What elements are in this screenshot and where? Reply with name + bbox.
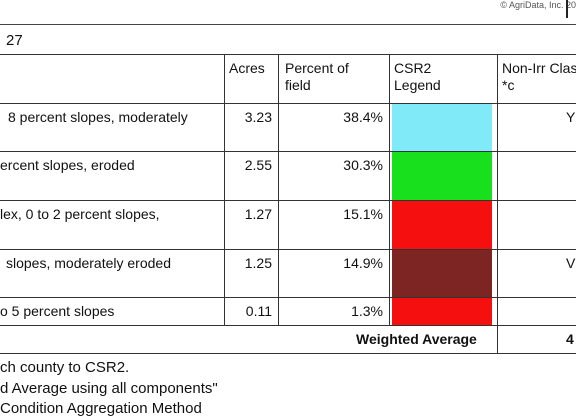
row-description: 8 percent slopes, moderately	[8, 109, 188, 125]
col-header-acres: Acres	[229, 60, 265, 76]
row-description: o 5 percent slopes	[0, 303, 115, 319]
row-acres: 1.27	[244, 206, 272, 222]
csr2-legend-swatch	[392, 298, 492, 325]
copyright-text: © AgriData, Inc. 20	[500, 0, 576, 10]
row-percent: 15.1%	[343, 206, 383, 222]
footnote-line: Condition Aggregation Method	[0, 400, 202, 417]
row-percent: 38.4%	[343, 109, 383, 125]
row-acres: 2.55	[244, 157, 272, 173]
weighted-average-label: Weighted Average	[356, 331, 477, 347]
col-header-percent-line1: Percent of	[285, 60, 349, 76]
csr2-legend-swatch	[392, 152, 492, 200]
field-title: 27	[6, 32, 23, 49]
row-border-2	[0, 200, 576, 201]
csr2-legend-swatch	[392, 250, 492, 297]
header-bottom-border	[0, 103, 576, 104]
col-divider-percent	[278, 54, 279, 326]
row-acres: 1.25	[244, 255, 272, 271]
col-header-nonirr-clip: Non-Irr Clas *c	[498, 54, 576, 102]
row-acres: 0.11	[245, 303, 272, 319]
col-header-percent-line2: field	[285, 77, 311, 93]
row-percent: 30.3%	[343, 157, 383, 173]
col-divider-csr2	[389, 54, 390, 326]
weighted-average-value: 4	[566, 331, 574, 347]
col-header-csr2-line2: Legend	[394, 77, 441, 93]
row-percent: 14.9%	[343, 255, 383, 271]
row-percent: 1.3%	[351, 303, 383, 319]
row-description: lex, 0 to 2 percent slopes,	[0, 206, 160, 222]
col-divider-nonirr	[497, 54, 498, 354]
title-rule	[0, 24, 576, 25]
col-header-nonirr-line1: Non-Irr Clas	[502, 60, 576, 76]
footnote-line: ch county to CSR2.	[0, 359, 130, 376]
row-border-4	[0, 297, 576, 298]
row-description: slopes, moderately eroded	[6, 255, 171, 271]
csr2-legend-swatch	[392, 201, 492, 249]
table-top-border	[0, 54, 576, 55]
col-divider-acres	[224, 54, 225, 326]
row-nonirr-class: V	[566, 255, 576, 271]
table-bottom-border	[0, 353, 576, 354]
footnote-line: d Average using all components"	[0, 380, 218, 397]
row-nonirr-class: Y	[566, 109, 576, 125]
row-acres: 3.23	[244, 109, 272, 125]
csr2-legend-swatch	[392, 104, 492, 151]
row-border-1	[0, 151, 576, 152]
row-description: ercent slopes, eroded	[0, 157, 135, 173]
row-border-5	[0, 325, 576, 326]
col-header-csr2-line1: CSR2	[394, 60, 432, 76]
col-header-nonirr-line2: *c	[502, 77, 515, 93]
top-divider-mark	[566, 0, 568, 18]
row-border-3	[0, 249, 576, 250]
